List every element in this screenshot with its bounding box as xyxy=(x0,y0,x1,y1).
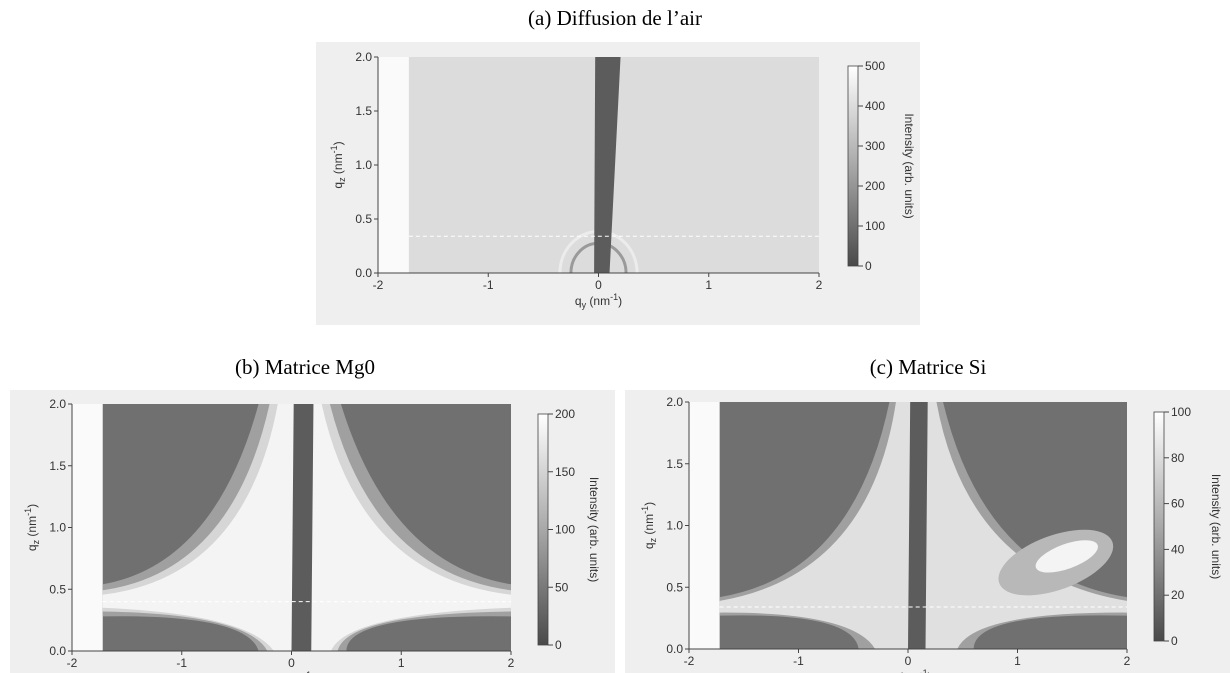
y-tick-label: 0.0 xyxy=(49,644,66,658)
lobe-core xyxy=(1035,540,1098,573)
y-axis-label: qz (nm-1) xyxy=(329,141,347,188)
colorbar-tick-label: 300 xyxy=(865,139,885,153)
x-axis-label-part: (nm xyxy=(896,670,920,673)
y-tick-label: 1.0 xyxy=(666,519,683,533)
y-tick-label: 0.5 xyxy=(49,582,66,596)
x-tick-label: -1 xyxy=(483,278,494,292)
y-axis-label: qz (nm-1) xyxy=(23,504,41,551)
y-axis-label-part: ) xyxy=(642,502,656,506)
x-axis-label-part: (nm xyxy=(586,294,610,308)
y-axis-label-part: (nm xyxy=(642,514,656,538)
x-axis-label-part: -1 xyxy=(610,292,618,302)
y-axis-label-part: q xyxy=(642,542,656,549)
x-tick-label: 0 xyxy=(905,654,912,668)
colorbar-tick-label: 0 xyxy=(865,259,872,273)
y-tick-label: 0.5 xyxy=(355,212,372,226)
x-axis-label-part: -1 xyxy=(920,668,928,673)
x-tick-label: -1 xyxy=(176,656,187,670)
colorbar-tick-label: 200 xyxy=(555,407,575,421)
x-tick-label: 0 xyxy=(288,656,295,670)
y-axis-label-part: (nm xyxy=(25,516,39,540)
colorbar xyxy=(847,65,859,267)
x-tick-label: 0 xyxy=(595,278,602,292)
x-tick-label: -2 xyxy=(67,656,78,670)
colorbar-tick-label: 40 xyxy=(1171,542,1185,556)
colorbar-label: Intensity (arb. units) xyxy=(1209,474,1223,579)
x-axis-label-part: -1 xyxy=(303,670,311,673)
x-axis-label-part: q xyxy=(884,670,891,673)
y-axis-label-part: -1 xyxy=(640,506,650,514)
y-tick-label: 0.0 xyxy=(666,642,683,656)
x-tick-label: 1 xyxy=(1014,654,1021,668)
y-axis-label: qz (nm-1) xyxy=(640,502,658,549)
x-tick-label: 1 xyxy=(398,656,405,670)
colorbar-tick-label: 150 xyxy=(555,465,575,479)
y-axis-label-part: -1 xyxy=(329,145,339,153)
y-axis-label-part: z xyxy=(648,537,658,542)
y-axis-label-part: q xyxy=(25,544,39,551)
x-axis-label-part: ) xyxy=(928,670,932,673)
x-tick-label: 2 xyxy=(1124,654,1131,668)
y-tick-label: 1.5 xyxy=(49,459,66,473)
y-tick-label: 0.0 xyxy=(355,266,372,280)
x-tick-label: 1 xyxy=(705,278,712,292)
y-axis-label-part: -1 xyxy=(23,508,33,516)
x-tick-label: 2 xyxy=(508,656,515,670)
colorbar-tick-label: 400 xyxy=(865,99,885,113)
colorbar xyxy=(537,413,549,646)
panel-title: (a) Diffusion de l’air xyxy=(528,6,702,30)
y-tick-label: 1.5 xyxy=(666,457,683,471)
y-tick-label: 2.0 xyxy=(49,397,66,411)
panel-title: (c) Matrice Si xyxy=(870,355,987,379)
colorbar-tick-label: 0 xyxy=(1171,634,1178,648)
colorbar-tick-label: 500 xyxy=(865,59,885,73)
colorbar-tick-label: 50 xyxy=(555,580,569,594)
x-tick-label: -2 xyxy=(373,278,384,292)
y-tick-label: 1.0 xyxy=(355,158,372,172)
y-axis-label-part: q xyxy=(331,182,345,189)
y-tick-label: 1.5 xyxy=(355,104,372,118)
colorbar-label: Intensity (arb. units) xyxy=(902,113,916,218)
x-tick-label: -2 xyxy=(684,654,695,668)
colorbar-tick-label: 60 xyxy=(1171,497,1185,511)
colorbar-label: Intensity (arb. units) xyxy=(587,477,601,582)
colorbar-tick-label: 0 xyxy=(555,638,562,652)
y-tick-label: 1.0 xyxy=(49,521,66,535)
x-axis-label: qy (nm-1) xyxy=(884,668,931,673)
y-tick-label: 0.5 xyxy=(666,580,683,594)
beam-stop xyxy=(594,57,621,273)
colorbar-tick-label: 100 xyxy=(1171,405,1191,419)
colorbar-tick-label: 100 xyxy=(865,219,885,233)
beam-stop xyxy=(908,402,928,649)
y-axis-label-part: z xyxy=(31,539,41,544)
x-axis-label-part: ) xyxy=(618,294,622,308)
colorbar-tick-label: 200 xyxy=(865,179,885,193)
colorbar xyxy=(1153,411,1165,642)
beam-stop xyxy=(291,404,314,651)
y-axis-label-part: (nm xyxy=(331,153,345,177)
x-tick-label: 2 xyxy=(816,278,823,292)
colorbar-tick-label: 20 xyxy=(1171,588,1185,602)
x-axis-label-part: y xyxy=(582,300,587,310)
x-tick-label: -1 xyxy=(793,654,804,668)
colorbar-tick-label: 80 xyxy=(1171,451,1185,465)
y-axis-label-part: z xyxy=(337,177,347,182)
colorbar-tick-label: 100 xyxy=(555,523,575,537)
panel-title: (b) Matrice Mg0 xyxy=(235,355,375,379)
x-axis-label: qy (nm-1) xyxy=(575,292,622,310)
x-axis-label-part: q xyxy=(575,294,582,308)
y-axis-label-part: ) xyxy=(25,504,39,508)
y-tick-label: 2.0 xyxy=(355,50,372,64)
y-axis-label-part: ) xyxy=(331,141,345,145)
y-tick-label: 2.0 xyxy=(666,395,683,409)
